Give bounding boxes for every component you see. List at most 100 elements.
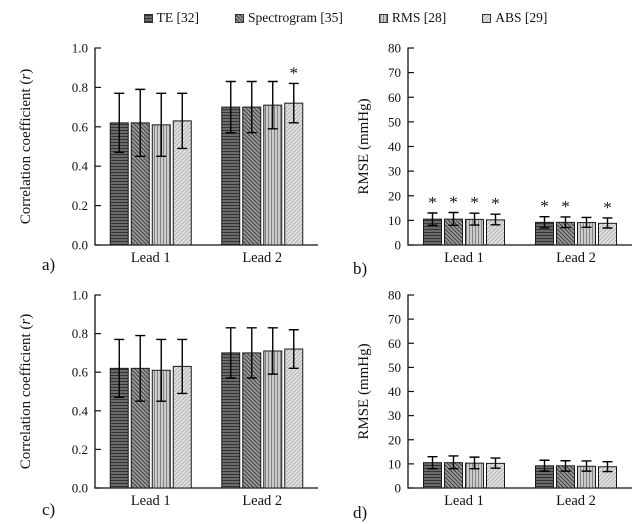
y-tick-label: 30 [388, 408, 401, 423]
significance-asterisk: * [561, 197, 570, 216]
error-bar [135, 334, 146, 402]
error-bar [490, 457, 501, 469]
bar-chart-b-svg: 0 10 20 30 40 50 60 70 80 RMSE (mmHg) Lead 1 * * * * Le… [356, 41, 632, 266]
y-axis-label: RMSE (mmHg) [356, 343, 372, 439]
error-bar [114, 338, 125, 398]
y-tick-label: 40 [388, 384, 401, 399]
error-bar [581, 460, 592, 472]
bar-chart-d-svg: 0 10 20 30 40 50 60 70 80 RMSE (mmHg) Lead 1 Lead 2 [356, 288, 632, 509]
bar-chart-c-svg: 0.0 0.2 0.4 0.6 0.8 1.0 Correlation coefficien… [18, 288, 318, 509]
x-category-label: Lead 2 [242, 250, 282, 266]
legend-swatch-rect [234, 13, 244, 23]
y-tick-label: 0.2 [72, 198, 88, 213]
legend-swatch-rect [378, 13, 388, 23]
error-bar [539, 459, 550, 472]
x-category-label: Lead 1 [131, 250, 171, 266]
legend-swatch-rect [482, 13, 492, 23]
y-tick-label: 0 [395, 481, 402, 496]
y-axis-label: RMSE (mmHg) [356, 98, 372, 194]
y-tick-label: 80 [388, 41, 401, 56]
error-bar [602, 217, 613, 229]
chart-panel-d-rmse: 0 10 20 30 40 50 60 70 80 RMSE (mmHg) Lead 1 Lead 2 [330, 278, 643, 524]
axis [407, 294, 632, 489]
legend-marker-te-icon [143, 13, 153, 23]
error-bar [156, 338, 167, 402]
chart-panel-a-correlation: 0.0 0.2 0.4 0.6 0.8 1.0 Correlation coefficien… [0, 30, 330, 280]
y-tick-label: 70 [388, 312, 401, 327]
error-bar [135, 88, 146, 158]
y-tick-label: 1.0 [72, 41, 88, 56]
error-bar [267, 327, 278, 375]
y-tick-label: 0.0 [72, 238, 88, 253]
error-bar [177, 92, 188, 150]
error-bar [246, 327, 257, 379]
y-tick-label: 0.2 [72, 442, 88, 457]
error-bar [581, 216, 592, 228]
x-category-label: Lead 2 [242, 493, 282, 509]
error-bar [225, 80, 236, 134]
panel-letter-a: a) [42, 255, 56, 274]
error-bar [288, 329, 299, 370]
error-bar [490, 213, 501, 226]
legend-swatch [482, 13, 492, 23]
y-tick-label: 70 [388, 65, 401, 80]
y-tick-label: 0.8 [72, 326, 88, 341]
error-bar [448, 455, 459, 470]
legend-label-te: TE [32] [156, 10, 199, 25]
legend-marker-spectrogram-icon [234, 13, 244, 23]
x-category-label: Lead 1 [444, 493, 484, 509]
legend-item-abs: ABS [29] [482, 10, 547, 26]
bar-chart-a-svg: 0.0 0.2 0.4 0.6 0.8 1.0 Correlation coefficien… [18, 41, 318, 266]
axis [407, 47, 632, 246]
panel-letter-c: c) [42, 500, 56, 519]
significance-asterisk: * [603, 198, 612, 217]
x-category-label: Lead 1 [131, 493, 171, 509]
y-tick-label: 20 [388, 188, 401, 203]
bar-lead-2-series-3 [284, 102, 304, 246]
bar-lead-2-series-3 [284, 348, 304, 489]
legend-label-rms: RMS [28] [391, 10, 447, 25]
error-bar [225, 327, 236, 379]
y-tick-label: 10 [388, 213, 401, 228]
legend-item-rms: RMS [28] [378, 10, 447, 26]
legend-marker-abs-icon [482, 13, 492, 23]
y-tick-label: 80 [388, 288, 401, 303]
legend-swatch [378, 13, 388, 23]
y-axis-label: Correlation coefficient (r) [18, 314, 34, 470]
y-axis-label: Correlation coefficient (r) [18, 69, 34, 225]
x-category-label: Lead 1 [444, 250, 484, 266]
legend-item-spectrogram: Spectrogram [35] [234, 10, 343, 26]
error-bar [539, 215, 550, 229]
panel-letter-d: d) [353, 503, 368, 522]
y-tick-label: 0.4 [72, 403, 89, 418]
y-tick-label: 10 [388, 456, 401, 471]
y-tick-label: 30 [388, 164, 401, 179]
y-tick-label: 50 [388, 114, 401, 129]
error-bar [560, 460, 571, 472]
x-category-label: Lead 2 [556, 493, 596, 509]
error-bar [469, 212, 480, 226]
error-bar [246, 80, 257, 134]
legend-marker-rms-icon [378, 13, 388, 23]
y-tick-label: 20 [388, 432, 401, 447]
y-tick-label: 0.0 [72, 481, 88, 496]
legend-swatch-rect [143, 13, 153, 23]
y-tick-label: 40 [388, 139, 401, 154]
legend-swatch [234, 13, 244, 23]
significance-asterisk: * [540, 197, 549, 216]
y-tick-label: 0.6 [72, 119, 89, 134]
significance-asterisk: * [290, 63, 299, 82]
legend-item-te: TE [32] [143, 10, 199, 26]
panel-letter-b: b) [353, 259, 368, 278]
error-bar [427, 455, 438, 470]
y-tick-label: 0.8 [72, 80, 88, 95]
error-bar [267, 80, 278, 130]
y-tick-label: 50 [388, 360, 401, 375]
legend-swatch [143, 13, 153, 23]
significance-asterisk: * [449, 192, 458, 211]
y-tick-label: 60 [388, 336, 401, 351]
significance-asterisk: * [491, 194, 500, 213]
error-bar [427, 212, 438, 226]
error-bar [114, 92, 125, 154]
